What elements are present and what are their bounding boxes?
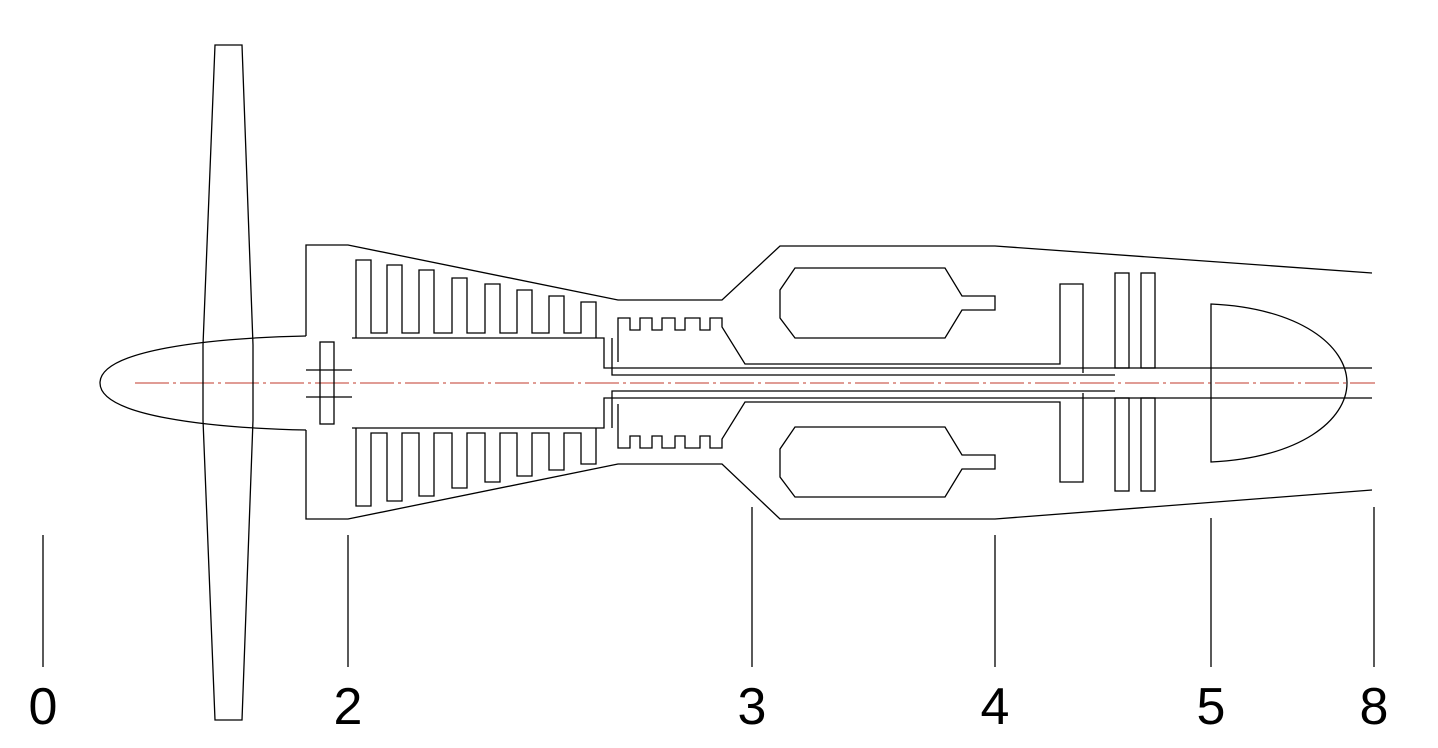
turbine-blades	[1114, 272, 1156, 492]
station-label-4: 4	[981, 678, 1010, 736]
station-label-2: 2	[334, 678, 363, 736]
station-label-0: 0	[29, 678, 58, 736]
station-label-5: 5	[1197, 678, 1226, 736]
compressor-rotor	[352, 337, 1372, 429]
propeller-spinner	[99, 335, 307, 431]
station-label-3: 3	[738, 678, 767, 736]
exhaust-cone	[1210, 303, 1348, 463]
compressor-blades-lower	[355, 428, 597, 507]
engine-casing	[305, 244, 1373, 520]
station-label-8: 8	[1360, 678, 1389, 736]
compressor-blades-upper	[355, 259, 597, 338]
station-markers: 0 2 3 4 5 8	[29, 507, 1389, 736]
combustor-lower	[617, 393, 1084, 498]
combustor-upper	[617, 267, 1084, 373]
reduction-gearbox	[306, 341, 352, 425]
inner-shaft	[611, 338, 1115, 428]
propeller-blade	[202, 44, 254, 721]
